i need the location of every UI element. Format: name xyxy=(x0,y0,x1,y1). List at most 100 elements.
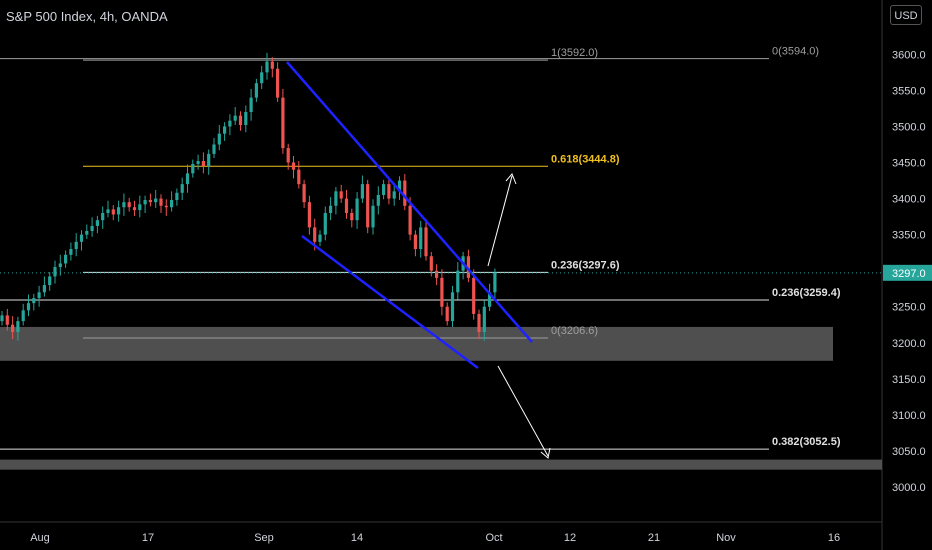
candle-body xyxy=(122,202,126,208)
candle-body xyxy=(111,209,115,215)
bearish-arrow xyxy=(497,365,549,457)
bullish-arrow xyxy=(487,175,513,267)
candle-body xyxy=(170,200,174,208)
candle-body xyxy=(445,306,449,322)
bearish-arrow-head xyxy=(540,447,551,459)
time-tick-label: 14 xyxy=(351,532,363,544)
candle-body xyxy=(344,198,349,213)
chart-title: S&P 500 Index, 4h, OANDA xyxy=(6,9,168,24)
candle-body xyxy=(313,227,317,242)
price-tick-label: 3200.0 xyxy=(892,338,926,350)
candle-body xyxy=(196,161,200,164)
candle-body xyxy=(11,324,15,332)
candle-body xyxy=(413,234,417,250)
candle-body xyxy=(244,112,248,126)
price-tick-label: 3500.0 xyxy=(892,121,926,133)
time-tick-label: 17 xyxy=(142,532,154,544)
candle-body xyxy=(212,144,216,154)
candlesticks xyxy=(0,52,497,341)
candle-body xyxy=(366,184,370,228)
candle-body xyxy=(159,198,163,206)
fib-label: 0.236(3259.4) xyxy=(772,287,841,299)
time-tick-label: Oct xyxy=(485,532,502,544)
fibonacci-levels: 1(3592.0) 0(3594.0) 0.618(3444.8) 0.236(329… xyxy=(0,46,841,450)
fib-label: 1(3592.0) xyxy=(551,47,598,59)
candle-body xyxy=(387,184,391,199)
candle-body xyxy=(21,310,25,322)
candle-body xyxy=(254,83,258,98)
candle-body xyxy=(164,205,168,208)
time-axis: Aug 17 Sep 14 Oct 12 21 Nov 16 xyxy=(30,532,840,544)
bullish-arrow-head xyxy=(505,173,517,185)
fib-label: 0(3206.6) xyxy=(551,325,598,337)
fib-label: 0.382(3052.5) xyxy=(772,436,841,448)
price-tick-label: 3150.0 xyxy=(892,374,926,386)
candle-body xyxy=(281,97,285,149)
support-zones xyxy=(0,326,882,470)
fib-label: 0.618(3444.8) xyxy=(551,153,620,165)
candle-body xyxy=(466,256,470,278)
candle-body xyxy=(350,212,354,221)
candle-body xyxy=(392,191,396,199)
candle-body xyxy=(307,202,311,228)
candle-body xyxy=(175,192,179,201)
candle-body xyxy=(132,207,137,211)
candle-body xyxy=(26,303,31,311)
candle-body xyxy=(323,212,327,235)
candle-body xyxy=(334,191,338,206)
candle-body xyxy=(329,205,333,213)
candle-body xyxy=(58,263,62,268)
candle-body xyxy=(228,120,232,127)
candle-body xyxy=(270,61,274,69)
candle-body xyxy=(42,285,46,293)
candle-body xyxy=(106,209,110,213)
candle-body xyxy=(276,68,280,98)
candle-body xyxy=(185,173,190,185)
candle-body xyxy=(238,115,243,126)
candle-body xyxy=(127,202,131,208)
candle-body xyxy=(5,315,9,325)
candle-body xyxy=(207,153,211,167)
price-tick-label: 3450.0 xyxy=(892,158,926,170)
candle-body xyxy=(191,163,195,174)
candle-body xyxy=(440,277,444,307)
fib-label: 0.236(3297.6) xyxy=(551,259,620,271)
candle-body xyxy=(0,315,4,322)
candle-body xyxy=(371,205,375,228)
currency-button[interactable]: USD xyxy=(890,5,922,25)
candle-body xyxy=(419,227,423,250)
price-tick-label: 3100.0 xyxy=(892,410,926,422)
last-price-label: 3297.0 xyxy=(892,268,926,280)
candle-body xyxy=(249,97,253,113)
candle-body xyxy=(138,204,142,211)
candle-body xyxy=(302,184,306,203)
candle-body xyxy=(382,184,386,195)
candle-body xyxy=(286,148,290,163)
price-tick-label: 3250.0 xyxy=(892,302,926,314)
channel-drawings xyxy=(286,61,551,459)
last-price-marker: 3297.0 xyxy=(0,264,932,281)
candle-body xyxy=(148,200,152,203)
channel-lower-line xyxy=(301,235,479,369)
candle-body xyxy=(297,169,301,185)
support-zone xyxy=(0,459,882,470)
candle-body xyxy=(477,313,481,332)
candle-body xyxy=(360,184,364,199)
price-tick-label: 3600.0 xyxy=(892,49,926,61)
candle-body xyxy=(154,198,158,203)
candle-body xyxy=(32,298,36,304)
candle-body xyxy=(90,225,94,232)
candle-body xyxy=(79,234,84,242)
candle-body xyxy=(376,194,380,206)
time-tick-label: Nov xyxy=(716,532,736,544)
time-tick-label: 21 xyxy=(648,532,660,544)
price-tick-label: 3550.0 xyxy=(892,85,926,97)
candle-body xyxy=(233,115,237,121)
candle-body xyxy=(429,256,433,271)
candle-body xyxy=(318,234,322,242)
candle-body xyxy=(488,292,492,307)
price-tick-label: 3400.0 xyxy=(892,194,926,206)
candle-body xyxy=(397,180,402,192)
candle-body xyxy=(493,272,497,293)
